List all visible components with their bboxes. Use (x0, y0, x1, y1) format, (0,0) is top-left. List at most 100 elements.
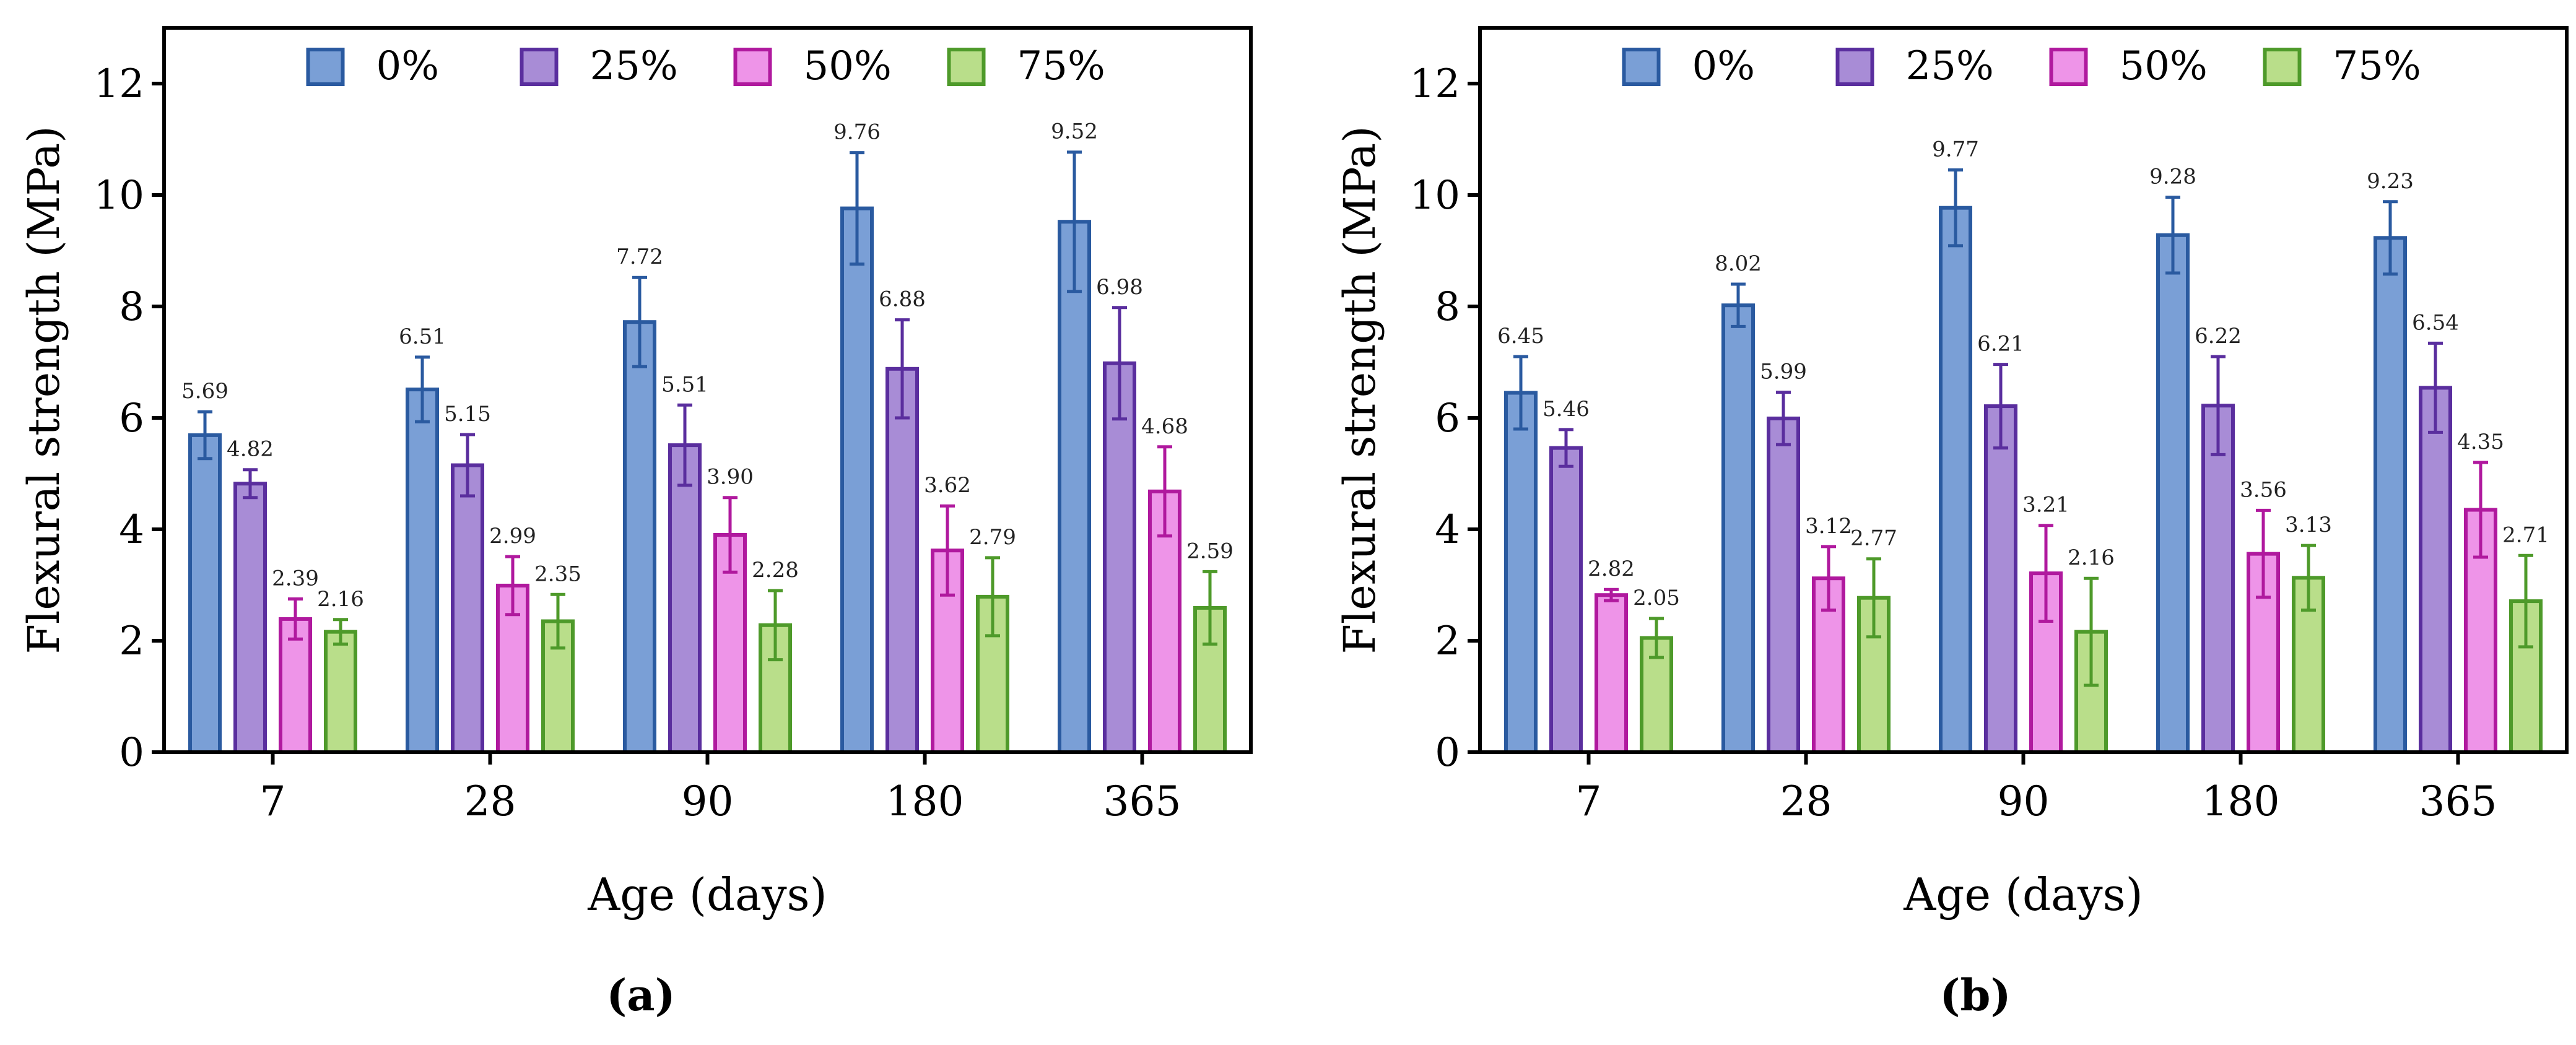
x-tick-label: 7 (1576, 778, 1602, 825)
legend-label: 75% (2333, 43, 2421, 89)
legend-swatch (1835, 48, 1874, 86)
data-label: 2.79 (969, 525, 1016, 550)
legend-swatch (733, 48, 772, 86)
data-label: 3.21 (2022, 493, 2069, 518)
bar (1103, 361, 1136, 754)
legend-label: 50% (804, 43, 892, 89)
x-tick-label: 365 (1103, 778, 1181, 825)
data-label: 3.13 (2285, 513, 2332, 537)
data-label: 2.39 (272, 566, 319, 591)
bar (2201, 404, 2235, 754)
data-label: 2.77 (1850, 526, 1897, 551)
legend-swatch (2049, 48, 2088, 86)
chart-panel: 6.45 8.02 9.77 9.28 9.23 5.46 5.99 6.21 6.22 6.54… (1334, 26, 2569, 1021)
y-tick-label: 8 (1435, 284, 1460, 330)
legend-label: 25% (590, 43, 678, 89)
bar (233, 482, 267, 754)
legend-label: 75% (1017, 43, 1105, 89)
data-label: 9.52 (1051, 119, 1098, 144)
data-label: 2.05 (1633, 586, 1680, 610)
bar (279, 617, 312, 755)
data-label: 9.77 (1932, 137, 1979, 162)
chart-panel: 5.69 6.51 7.72 9.76 9.52 4.82 5.15 5.51 6.88 6.98… (19, 26, 1253, 1021)
bar (623, 320, 656, 754)
x-tick-label: 7 (260, 778, 286, 825)
data-label: 2.16 (317, 587, 364, 612)
bar (1984, 404, 2017, 754)
data-label: 6.88 (879, 287, 926, 312)
data-label: 9.23 (2367, 169, 2414, 194)
bar (1939, 206, 1972, 754)
y-tick-label: 0 (119, 730, 144, 776)
x-tick-label: 180 (886, 778, 964, 825)
bar (2419, 386, 2452, 754)
bar (1595, 593, 1628, 755)
data-label: 5.46 (1543, 397, 1590, 422)
x-tick-label: 28 (1780, 778, 1832, 825)
bar (1767, 416, 1800, 754)
legend-label: 0% (376, 43, 440, 89)
bar (2247, 552, 2280, 754)
data-label: 7.72 (616, 245, 663, 269)
x-tick-label: 180 (2202, 778, 2280, 825)
bar (1549, 446, 1583, 754)
bar (1504, 391, 1538, 754)
x-tick-label: 365 (2419, 778, 2497, 825)
x-axis-title: Age (days) (587, 869, 827, 921)
data-label: 8.02 (1715, 251, 1762, 276)
data-label: 3.12 (1805, 514, 1852, 539)
bar (886, 366, 919, 754)
x-tick-label: 90 (682, 778, 734, 825)
legend-swatch (947, 48, 986, 86)
data-label: 5.51 (661, 372, 708, 397)
data-label: 2.28 (752, 558, 799, 583)
data-label: 6.22 (2195, 324, 2242, 349)
legend-label: 50% (2120, 43, 2208, 89)
y-tick-label: 2 (119, 618, 144, 664)
y-tick-label: 12 (94, 61, 144, 107)
y-tick-label: 0 (1435, 730, 1460, 776)
y-tick-label: 10 (94, 173, 144, 219)
data-label: 6.51 (399, 324, 446, 349)
y-tick-label: 12 (1410, 61, 1460, 107)
legend-swatch (2263, 48, 2302, 86)
legend-swatch (1622, 48, 1661, 86)
y-axis-title: Flexural strength (MPa) (19, 126, 69, 654)
x-axis-title: Age (days) (1903, 869, 2143, 921)
data-label: 5.99 (1760, 360, 1807, 384)
y-tick-label: 8 (119, 284, 144, 330)
data-label: 5.15 (444, 402, 491, 427)
y-tick-label: 4 (119, 507, 144, 553)
data-label: 3.56 (2240, 477, 2287, 502)
data-label: 6.21 (1977, 332, 2024, 357)
data-label: 4.82 (227, 437, 274, 462)
data-label: 2.99 (489, 524, 536, 549)
data-label: 4.68 (1141, 414, 1188, 439)
y-tick-label: 6 (119, 396, 144, 441)
bar (406, 388, 439, 754)
data-label: 2.59 (1186, 539, 1234, 563)
legend-swatch (306, 48, 345, 86)
panel-label: (b) (1939, 969, 2011, 1021)
bar (1721, 303, 1755, 754)
x-tick-label: 28 (464, 778, 516, 825)
bar (188, 433, 222, 754)
bar (2156, 233, 2190, 754)
data-label: 4.35 (2457, 430, 2504, 454)
data-label: 5.69 (181, 379, 228, 404)
data-label: 6.98 (1096, 275, 1143, 300)
legend-label: 25% (1906, 43, 1994, 89)
data-label: 6.45 (1497, 324, 1544, 349)
data-label: 2.35 (534, 562, 581, 586)
y-tick-label: 2 (1435, 618, 1460, 664)
y-tick-label: 6 (1435, 396, 1460, 441)
data-label: 3.90 (707, 465, 754, 490)
bar (840, 206, 874, 755)
bar (668, 443, 702, 754)
y-tick-label: 10 (1410, 173, 1460, 219)
legend-label: 0% (1692, 43, 1756, 89)
panel-label: (a) (606, 969, 676, 1021)
data-label: 9.28 (2149, 165, 2196, 189)
data-label: 6.54 (2412, 310, 2459, 335)
